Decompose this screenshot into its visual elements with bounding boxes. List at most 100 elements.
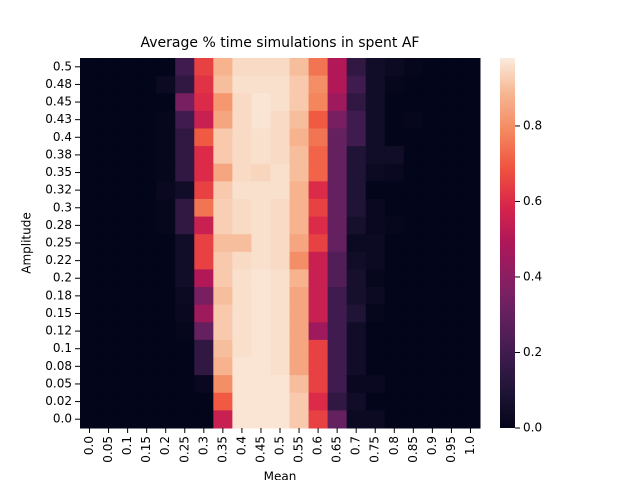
heatmap-cell	[156, 234, 176, 253]
heatmap-cell	[365, 339, 386, 359]
heatmap-cell	[137, 163, 157, 182]
x-tick-label: 0.7	[349, 436, 363, 455]
heatmap-cell	[251, 58, 271, 77]
heatmap-cell	[289, 216, 310, 235]
heatmap-cell	[327, 392, 348, 411]
heatmap-cell	[460, 234, 481, 253]
heatmap-cell	[232, 339, 252, 359]
heatmap-cell	[365, 146, 386, 165]
heatmap-cell	[194, 304, 214, 323]
heatmap-cell	[289, 375, 310, 394]
heatmap-cell	[175, 58, 195, 77]
heatmap-cell	[80, 93, 100, 112]
heatmap-cell	[460, 110, 481, 129]
heatmap-cell	[137, 128, 157, 147]
heatmap-cell	[99, 339, 119, 359]
heatmap-cell	[156, 357, 176, 376]
x-tick-label: 0.05	[101, 436, 115, 463]
heatmap-cell	[289, 58, 310, 77]
colorbar-tick-label: 0.6	[523, 194, 542, 208]
heatmap-cell	[289, 251, 310, 270]
heatmap-cell	[346, 75, 367, 94]
heatmap-cell	[156, 93, 176, 112]
heatmap-cell	[270, 357, 291, 376]
heatmap-cell	[80, 410, 100, 429]
heatmap-cell	[327, 146, 348, 165]
heatmap-cell	[156, 375, 176, 394]
colorbar-tick-label: 0.2	[523, 345, 542, 359]
heatmap-cell	[403, 93, 424, 112]
heatmap-cell	[384, 110, 405, 129]
heatmap-cell	[232, 251, 252, 270]
heatmap-cell	[289, 110, 310, 129]
heatmap-cell	[99, 110, 119, 129]
heatmap-cell	[365, 269, 386, 288]
heatmap-cell	[365, 181, 386, 200]
y-tick-label: 0.43	[45, 112, 72, 126]
heatmap-cell	[213, 410, 233, 429]
heatmap-cell	[175, 304, 195, 323]
heatmap-cell	[156, 269, 176, 288]
x-tick-label: 0.2	[158, 436, 172, 455]
heatmap-cell	[441, 410, 462, 429]
heatmap-cell	[460, 146, 481, 165]
heatmap-cell	[422, 93, 443, 112]
y-tick-label: 0.48	[45, 77, 72, 91]
heatmap-cell	[99, 93, 119, 112]
x-tick-label: 0.65	[330, 436, 344, 463]
heatmap-cell	[365, 110, 386, 129]
heatmap-cell	[270, 375, 291, 394]
heatmap-cell	[270, 234, 291, 253]
heatmap-cell	[99, 128, 119, 147]
y-tick-label: 0.38	[45, 147, 72, 161]
heatmap-cell	[99, 163, 119, 182]
heatmap-cell	[308, 93, 329, 112]
heatmap-cell	[118, 269, 138, 288]
heatmap-cell	[422, 251, 443, 270]
heatmap-cell	[270, 128, 291, 147]
y-tick-label: 0.3	[53, 200, 72, 214]
heatmap-cell	[327, 357, 348, 376]
heatmap-cell	[175, 216, 195, 235]
heatmap-cell	[251, 357, 271, 376]
heatmap-cell	[232, 146, 252, 165]
heatmap-cell	[403, 357, 424, 376]
heatmap-cell	[365, 410, 386, 429]
heatmap-cell	[422, 128, 443, 147]
heatmap-cell	[232, 234, 252, 253]
colorbar-tick-label: 0.0	[523, 421, 542, 435]
heatmap-cell	[403, 375, 424, 394]
heatmap-cell	[441, 110, 462, 129]
heatmap-cell	[308, 146, 329, 165]
heatmap-cell	[118, 234, 138, 253]
heatmap-cell	[251, 110, 271, 129]
heatmap-cell	[422, 287, 443, 306]
heatmap-cell	[384, 287, 405, 306]
heatmap-cell	[270, 146, 291, 165]
heatmap-cell	[289, 392, 310, 411]
heatmap-cell	[80, 287, 100, 306]
heatmap-cell	[270, 339, 291, 359]
heatmap-cell	[441, 198, 462, 218]
heatmap-cell	[460, 304, 481, 323]
heatmap-cell	[270, 392, 291, 411]
heatmap-cell	[99, 375, 119, 394]
heatmap-cell	[156, 198, 176, 218]
heatmap-cell	[384, 410, 405, 429]
heatmap-cell	[99, 216, 119, 235]
x-tick-label: 0.25	[177, 436, 191, 463]
heatmap-cell	[175, 110, 195, 129]
heatmap-cell	[384, 75, 405, 94]
heatmap-cell	[308, 339, 329, 359]
heatmap-cell	[194, 198, 214, 218]
heatmap-cell	[251, 198, 271, 218]
heatmap-cell	[156, 75, 176, 94]
heatmap-cell	[213, 304, 233, 323]
heatmap-cell	[194, 216, 214, 235]
heatmap-cell	[156, 392, 176, 411]
heatmap-cell	[80, 163, 100, 182]
heatmap-cell	[403, 75, 424, 94]
heatmap-cell	[213, 269, 233, 288]
heatmap-cell	[422, 163, 443, 182]
heatmap-cell	[403, 304, 424, 323]
